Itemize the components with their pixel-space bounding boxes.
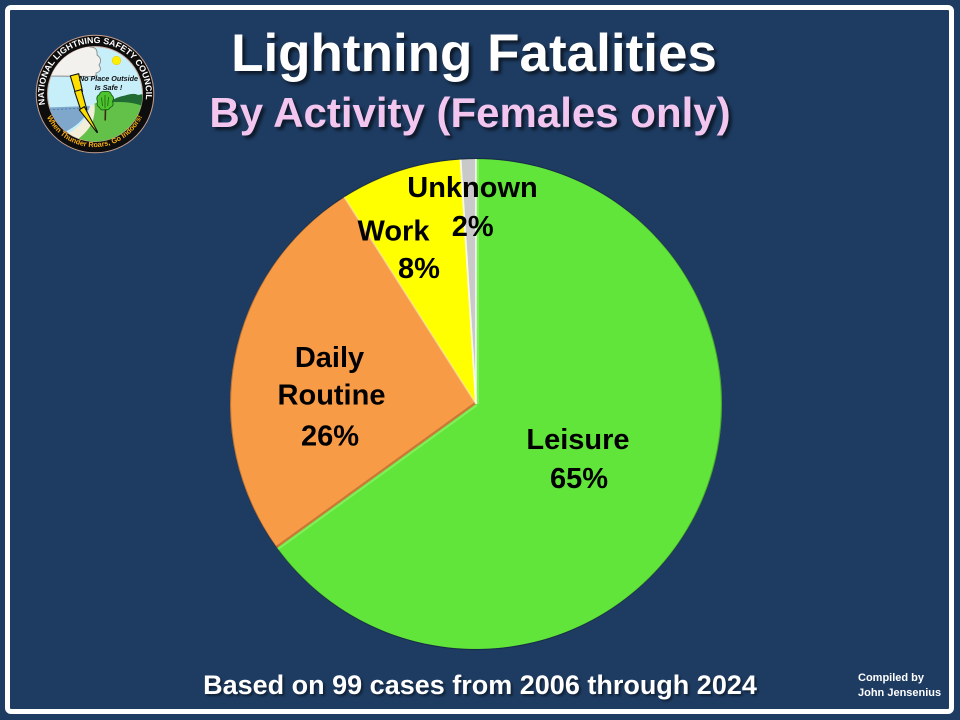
svg-text:Routine: Routine bbox=[278, 380, 386, 412]
svg-text:Unknown: Unknown bbox=[407, 172, 538, 204]
svg-text:26%: 26% bbox=[301, 421, 359, 453]
svg-text:8%: 8% bbox=[398, 253, 440, 285]
svg-text:Leisure: Leisure bbox=[526, 424, 629, 456]
svg-text:No Place Outside: No Place Outside bbox=[79, 74, 138, 83]
svg-text:Work: Work bbox=[358, 216, 431, 248]
svg-text:65%: 65% bbox=[550, 463, 608, 495]
svg-text:Daily: Daily bbox=[295, 342, 364, 374]
svg-text:Is Safe !: Is Safe ! bbox=[95, 83, 123, 92]
svg-text:2%: 2% bbox=[452, 211, 494, 243]
